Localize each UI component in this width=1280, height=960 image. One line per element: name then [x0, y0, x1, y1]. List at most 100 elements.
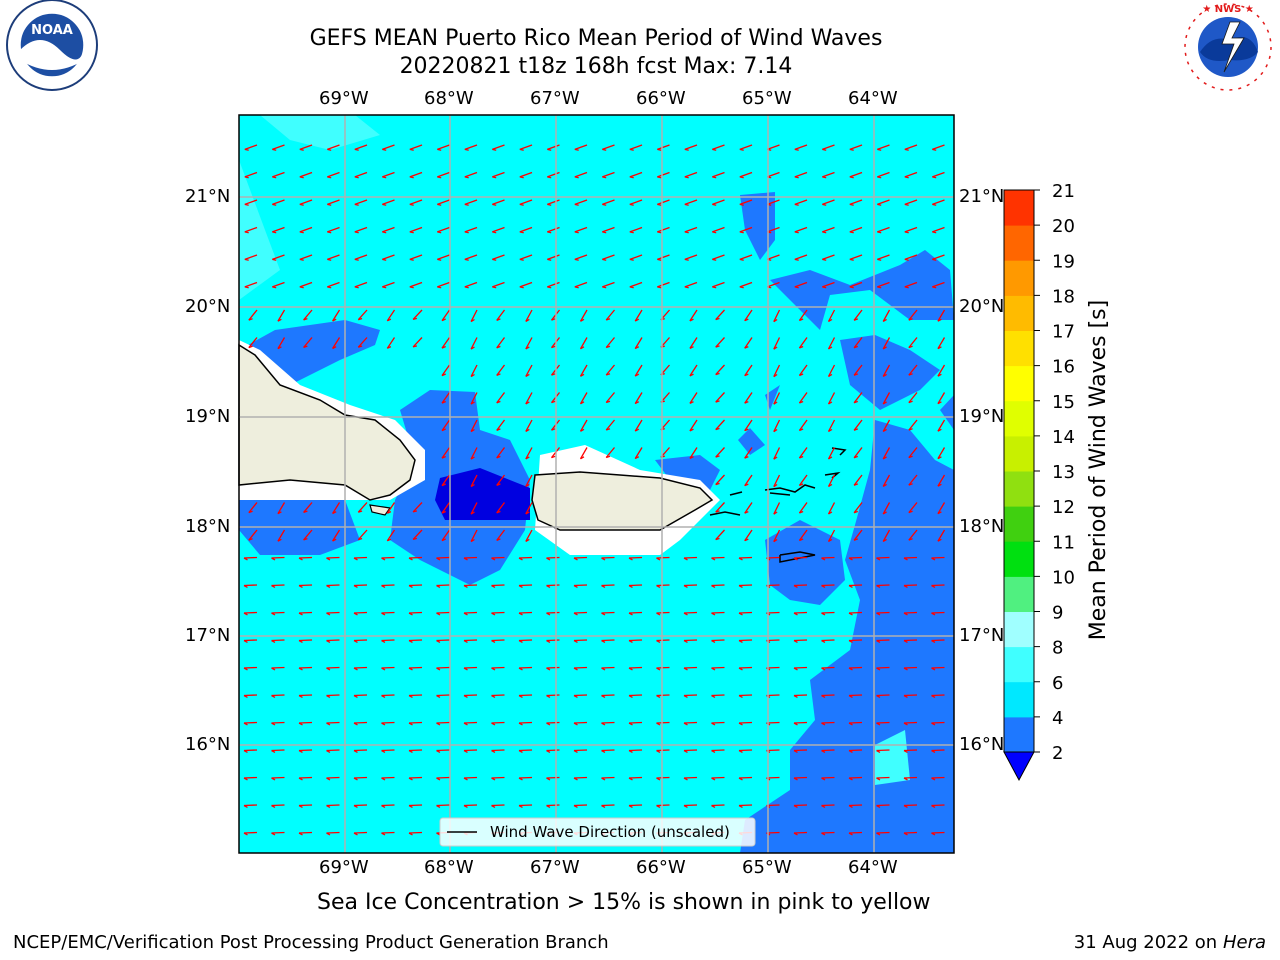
wind-arrow-head	[580, 456, 585, 460]
wind-arrow-head	[773, 538, 778, 543]
wind-arrow-head	[793, 667, 798, 671]
wind-arrow	[271, 804, 285, 807]
wind-arrow	[849, 171, 863, 178]
wind-arrow	[877, 254, 890, 261]
wind-arrow	[525, 419, 533, 432]
wind-arrow	[798, 364, 808, 376]
wind-arrow-head	[580, 373, 585, 377]
wind-arrow-head	[574, 148, 579, 151]
wind-arrow-head	[821, 584, 826, 588]
legend-label: Wind Wave Direction (unscaled)	[490, 823, 730, 841]
wind-arrow	[853, 447, 863, 459]
wind-arrow-head	[793, 639, 798, 643]
wind-arrow	[689, 337, 698, 349]
wind-arrow-head	[492, 258, 497, 261]
wind-arrow	[657, 171, 670, 178]
wind-arrow-head	[601, 694, 606, 698]
wind-arrow-head	[821, 722, 826, 726]
wind-arrow-head	[298, 612, 303, 616]
wind-arrow-head	[358, 345, 363, 348]
wind-arrow-head	[882, 511, 887, 515]
wind-arrow-head	[853, 510, 859, 514]
wind-arrow-head	[492, 286, 497, 289]
wind-arrow-head	[519, 231, 524, 234]
wind-arrow	[848, 831, 863, 834]
wind-arrow	[441, 419, 451, 431]
wind-arrow	[684, 226, 698, 233]
wind-arrow	[683, 556, 698, 559]
wind-arrow	[546, 776, 560, 779]
wind-arrow-head	[441, 318, 446, 322]
wind-arrow	[601, 749, 615, 752]
wind-arrow	[327, 144, 340, 151]
wind-arrow-head	[551, 455, 556, 459]
hispaniola-land	[238, 343, 416, 501]
wind-arrow-head	[492, 231, 497, 234]
wind-arrow-head	[441, 538, 446, 542]
wind-arrow	[849, 199, 863, 206]
wind-arrow-head	[299, 286, 304, 289]
wind-arrow-head	[436, 639, 441, 643]
wind-arrow	[876, 639, 890, 642]
wind-arrow	[683, 749, 698, 752]
wind-arrow	[601, 804, 615, 807]
wind-arrow	[798, 392, 808, 404]
wind-arrow-head	[496, 345, 501, 349]
wind-arrow-head	[876, 667, 881, 671]
wind-arrow	[244, 226, 258, 233]
wind-arrow	[243, 666, 258, 669]
wind-arrow-head	[712, 258, 717, 261]
wind-arrow	[437, 144, 450, 151]
wind-arrow-head	[437, 148, 442, 151]
wind-arrow	[793, 721, 808, 724]
wind-arrow-head	[491, 777, 496, 781]
wind-arrow	[409, 144, 423, 151]
wind-arrow-head	[794, 148, 799, 151]
wind-arrow-head	[518, 612, 523, 616]
wind-arrow	[744, 364, 753, 377]
wind-arrow-head	[793, 777, 798, 781]
wind-arrow-head	[821, 694, 826, 698]
wind-arrow	[937, 447, 946, 460]
wind-arrow	[464, 144, 478, 151]
wind-arrow-head	[828, 538, 833, 543]
wind-arrow	[931, 584, 945, 587]
wind-arrow-head	[605, 345, 611, 349]
wind-arrow	[908, 502, 918, 514]
wind-arrow-head	[573, 749, 578, 753]
wind-arrow	[492, 171, 505, 178]
wind-arrow	[386, 502, 396, 514]
wind-arrow	[821, 831, 835, 834]
wind-arrow-head	[932, 148, 937, 151]
wind-arrow	[903, 639, 918, 642]
wind-arrow-head	[353, 694, 358, 698]
wind-arrow-head	[436, 612, 441, 616]
wind-arrow	[332, 337, 341, 349]
wind-arrow-head	[518, 722, 523, 726]
wind-arrow	[822, 281, 835, 288]
wind-arrow-head	[436, 832, 441, 836]
wind-arrow-head	[525, 318, 530, 322]
wind-arrow	[463, 639, 478, 642]
wind-arrow-head	[387, 346, 392, 349]
colorbar-tick-label: 17	[1052, 322, 1075, 343]
wind-arrow-head	[243, 694, 248, 698]
wind-arrow-head	[298, 804, 303, 808]
wind-arrow-head	[605, 428, 611, 431]
wind-arrow	[546, 749, 560, 752]
wind-arrow	[903, 694, 918, 697]
wind-arrow-head	[908, 483, 913, 486]
wind-arrow	[326, 804, 340, 807]
wind-arrow	[271, 611, 285, 614]
wind-arrow	[496, 309, 506, 321]
wind-arrow	[629, 226, 643, 233]
wind-arrow-head	[381, 749, 386, 753]
wind-arrow-head	[711, 804, 716, 808]
wind-arrow-head	[828, 483, 833, 488]
wind-arrow-head	[773, 511, 778, 515]
wind-arrow-head	[470, 428, 475, 433]
wind-arrow-head	[408, 832, 413, 836]
wind-arrow-head	[574, 203, 579, 206]
wind-arrow-head	[657, 203, 662, 206]
wind-arrow	[848, 749, 863, 752]
